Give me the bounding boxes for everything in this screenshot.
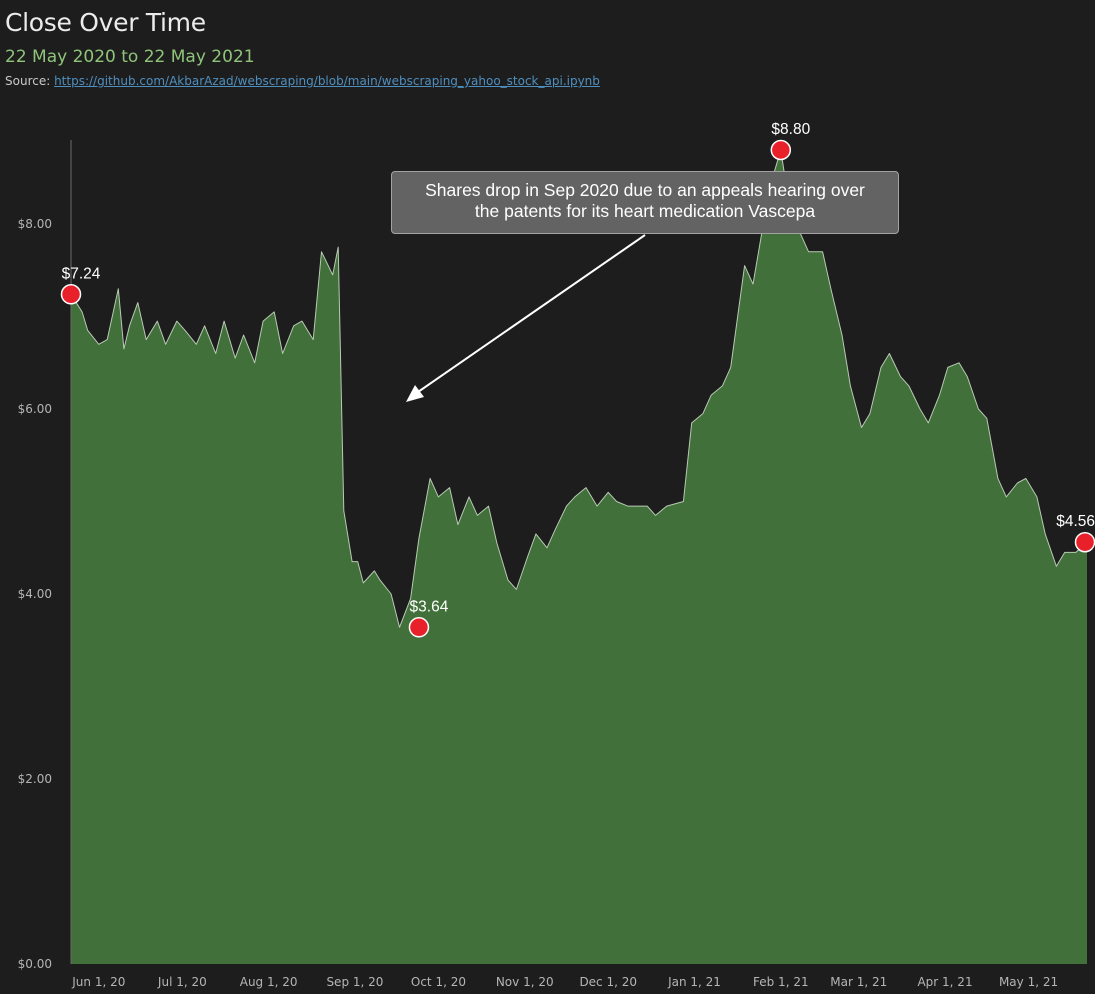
data-point-marker	[770, 139, 792, 161]
chart-subtitle: 22 May 2020 to 22 May 2021	[5, 47, 255, 67]
x-tick-label: Feb 1, 21	[753, 975, 809, 989]
x-tick-label: Dec 1, 20	[579, 975, 637, 989]
data-label: $3.64	[410, 598, 449, 615]
area-layer	[70, 149, 1088, 964]
x-tick-label: Jun 1, 20	[71, 975, 125, 989]
data-label: $8.80	[771, 121, 810, 138]
data-label: $7.24	[62, 265, 101, 282]
x-tick-label: Jan 1, 21	[667, 975, 721, 989]
marker-layer: $7.24 $3.64 $8.80 $4.56	[60, 121, 1095, 638]
annotation-line-2: the patents for its heart medication Vas…	[474, 201, 816, 221]
x-tick-label: May 1, 21	[999, 975, 1058, 989]
source-line: Source: https://github.com/AkbarAzad/web…	[5, 74, 600, 88]
source-link[interactable]: https://github.com/AkbarAzad/webscraping…	[54, 74, 600, 88]
axis-layer: $0.00 $2.00 $4.00 $6.00 $8.00 Jun 1, 20 Jul 1,…	[18, 140, 1058, 989]
y-tick-label: $6.00	[18, 402, 52, 416]
x-tick-label: Aug 1, 20	[240, 975, 298, 989]
annotation-arrow-head	[406, 385, 424, 402]
y-tick-label: $4.00	[18, 587, 52, 601]
annotation-line-1: Shares drop in Sep 2020 due to an appeal…	[425, 180, 865, 200]
data-point-marker	[60, 284, 82, 305]
x-tick-label: Nov 1, 20	[496, 975, 554, 989]
close-line	[70, 149, 1088, 628]
close-area	[71, 150, 1087, 964]
y-tick-label: $8.00	[18, 217, 52, 231]
chart-title: Close Over Time	[5, 8, 206, 37]
data-point-marker	[1074, 531, 1095, 553]
x-tick-label: Mar 1, 21	[830, 975, 887, 989]
data-label: $4.56	[1056, 513, 1095, 530]
x-tick-label: Oct 1, 20	[411, 975, 466, 989]
x-tick-label: Sep 1, 20	[326, 975, 383, 989]
annotation-callout: Shares drop in Sep 2020 due to an appeal…	[391, 171, 899, 234]
source-label: Source:	[5, 74, 55, 88]
x-tick-label: Apr 1, 21	[917, 975, 972, 989]
data-point-marker	[408, 617, 430, 638]
x-tick-label: Jul 1, 20	[157, 975, 207, 989]
y-tick-label: $0.00	[18, 957, 52, 971]
y-tick-label: $2.00	[18, 772, 52, 786]
annotation-arrow-layer	[406, 234, 646, 402]
annotation-arrow-shaft	[417, 234, 646, 393]
